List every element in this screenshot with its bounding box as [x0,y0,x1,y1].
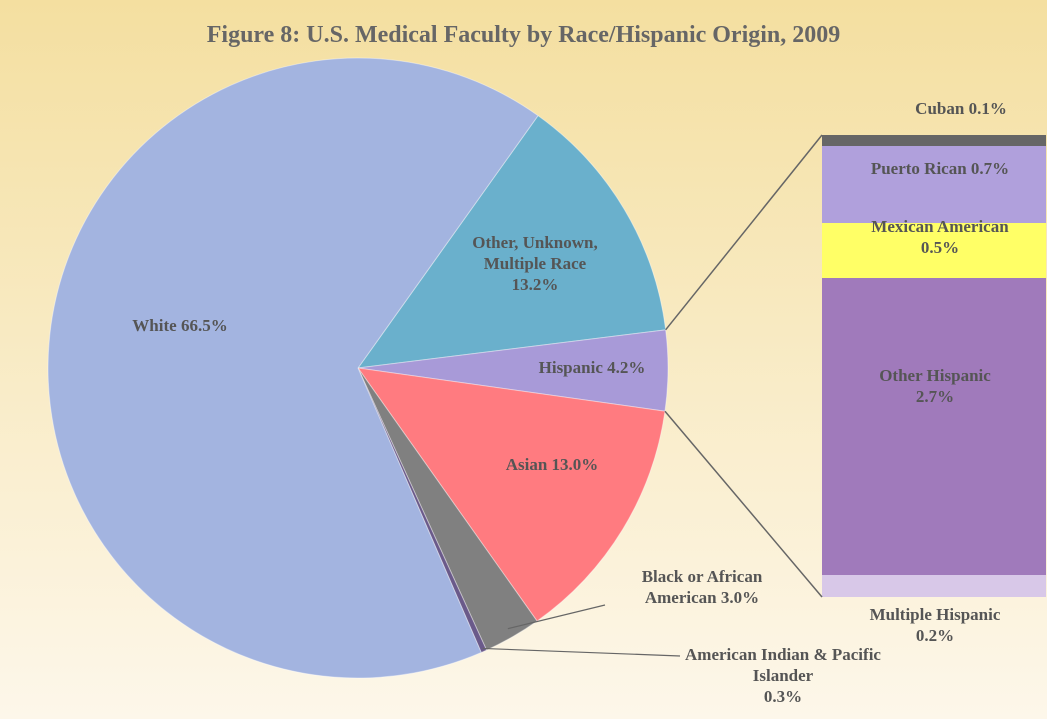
value-label: 0.7% [970,159,1010,178]
value-label: 66.5% [180,316,228,335]
data-label: Cuban 0.1% [861,98,1047,119]
label-name: White [132,316,177,335]
value-label: 0.5% [920,238,960,257]
data-label: Other, Unknown, Multiple Race 13.2% [450,232,620,295]
data-label: Hispanic 4.2% [492,357,692,378]
leader-line [507,604,606,630]
label-name: Puerto Rican [870,159,967,178]
label-name: Asian [505,455,548,474]
pie-slice [357,329,669,412]
value-label: 2.7% [915,387,955,406]
value-label: 13.0% [551,455,599,474]
data-label: American Indian & Pacific Islander 0.3% [678,644,888,707]
bar-segment [822,135,1046,146]
pie-slice [356,114,667,369]
label-name: Hispanic [538,358,603,377]
value-label: 0.1% [968,99,1007,118]
label-name: Multiple Hispanic [869,605,1001,624]
label-name: Other, Unknown, Multiple Race [472,233,598,273]
bar-segment [822,575,1046,597]
chart-title: Figure 8: U.S. Medical Faculty by Race/H… [206,22,841,48]
connector [664,410,823,598]
connector [665,134,823,331]
pie-slice [47,57,539,679]
value-label: 3.0% [720,588,760,607]
data-label: Asian 13.0% [452,454,652,475]
data-label: Mexican American 0.5% [830,216,1047,258]
bar-segment [822,223,1046,278]
value-label: 4.2% [607,358,646,377]
data-label: Other Hispanic 2.7% [835,365,1035,407]
bar-segment [822,278,1046,575]
leader-line [482,647,681,657]
value-label: 0.2% [915,626,955,645]
pie-slice [356,367,666,622]
data-label: White 66.5% [70,315,290,336]
label-name: Mexican American [871,217,1009,236]
data-label: Multiple Hispanic 0.2% [825,604,1045,646]
label-name: Other Hispanic [879,366,991,385]
data-label: Puerto Rican 0.7% [830,158,1047,179]
pie-slice [357,367,488,654]
bar-segment [822,146,1046,223]
label-name: Black or African American [641,567,763,607]
label-name: American Indian & Pacific Islander [685,645,881,685]
label-name: Cuban [915,99,965,118]
data-label: Black or African American 3.0% [612,566,792,608]
value-label: 0.3% [763,687,803,706]
value-label: 13.2% [511,275,559,294]
